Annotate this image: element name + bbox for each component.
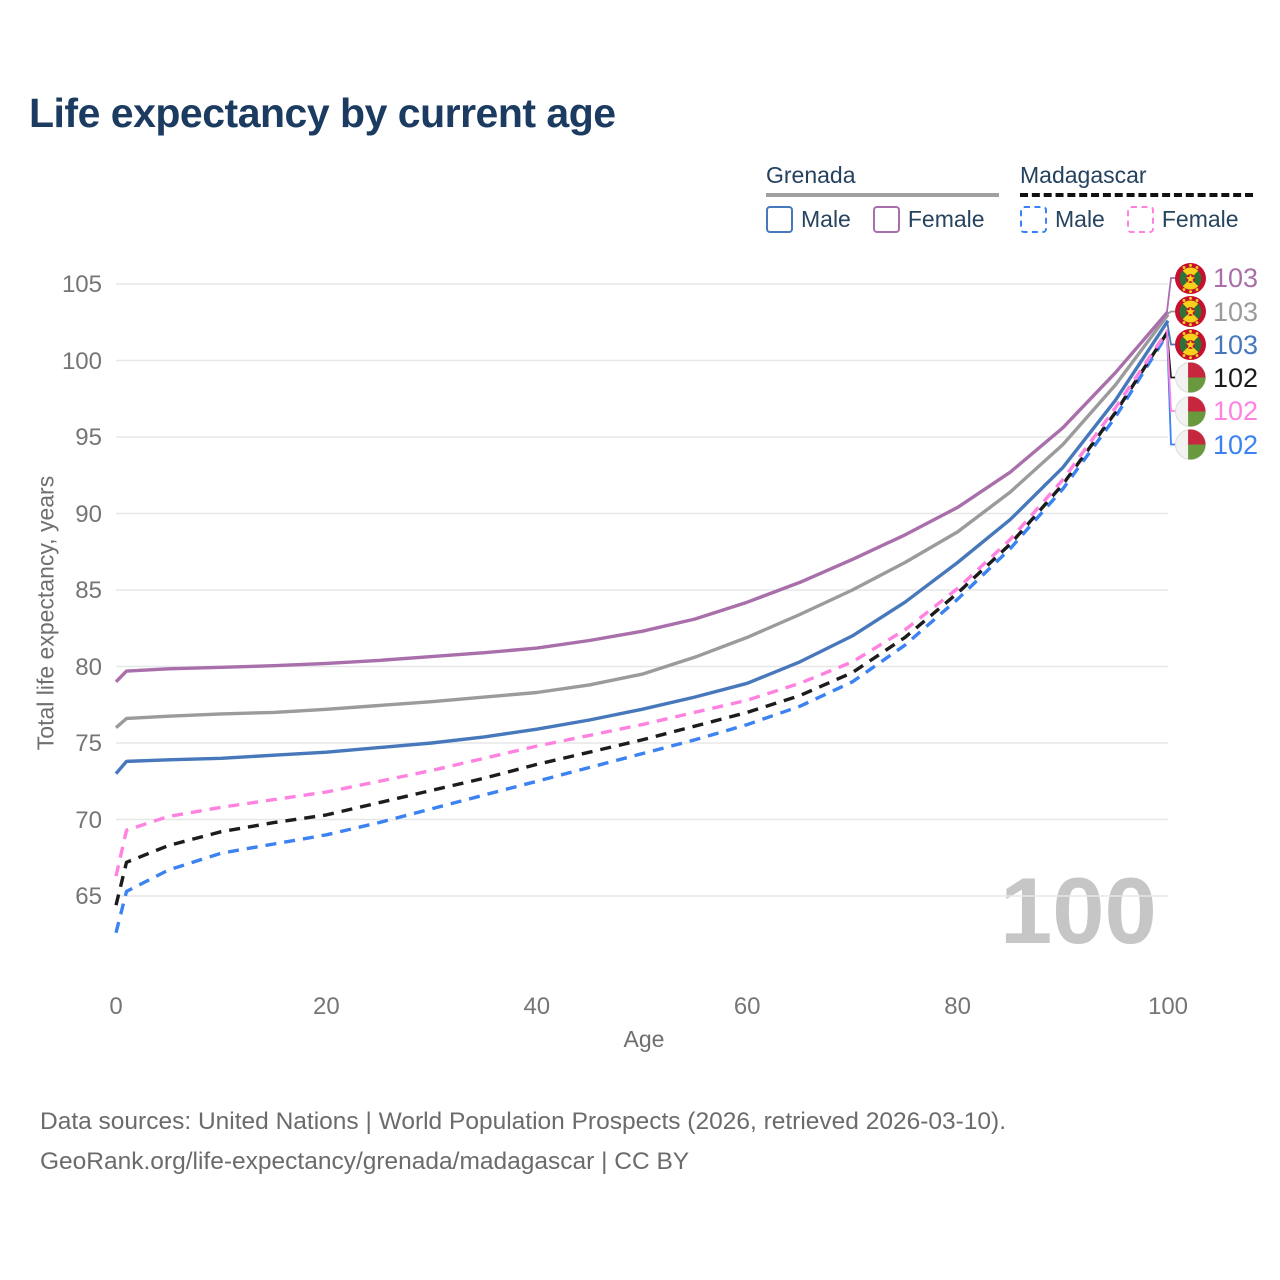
legend-label-grenada-male[interactable]: Male [801,206,851,232]
leader-line-grenada-total [1166,310,1175,316]
leader-line-madagascar-female [1166,329,1175,412]
leader-line-grenada-male [1166,320,1175,346]
y-tick-65: 65 [75,883,102,910]
legend-label-madagascar-female[interactable]: Female [1161,206,1239,232]
end-label-madagascar-total: 102 [1175,362,1258,394]
madagascar-dashed-line-swatch [1020,193,1253,197]
end-value: 102 [1213,429,1259,460]
y-tick-70: 70 [75,806,102,834]
y-tick-95: 95 [75,424,102,451]
grenada-male-swatch[interactable] [766,206,793,233]
y-tick-90: 90 [75,500,102,528]
series-line-madagascar-female [114,328,1170,877]
end-value: 102 [1213,362,1259,393]
leader-line-grenada-female [1166,277,1175,312]
series-line-grenada-male [114,319,1170,775]
end-label-grenada-male: 103 [1175,329,1258,361]
end-value: 103 [1213,296,1259,327]
legend-label-grenada-female[interactable]: Female [907,206,985,232]
legend-label-madagascar-male[interactable]: Male [1055,206,1105,232]
legend-country-madagascar: Madagascar [1020,162,1147,188]
y-tick-105: 105 [61,271,102,298]
end-value: 102 [1213,396,1259,426]
legend-country-grenada: Grenada [766,162,856,188]
grenada-flag-icon [1175,296,1206,327]
madagascar-female-swatch[interactable] [1126,206,1154,233]
x-tick-60: 60 [733,993,761,1020]
age-frame-watermark: 100 [1000,858,1157,963]
madagascar-flag-icon [1175,395,1206,427]
end-label-madagascar-female: 102 [1175,395,1258,427]
series-line-grenada-female [114,310,1170,683]
end-label-madagascar-male: 102 [1175,429,1258,461]
y-tick-80: 80 [75,653,102,681]
footer-url: GeoRank.org/life-expectancy/grenada/mada… [40,1148,690,1175]
footer-sources: Data sources: United Nations | World Pop… [40,1108,1007,1135]
legend-group-grenada: Grenada Male Female [766,162,999,233]
x-tick-20: 20 [313,993,340,1020]
grenada-flag-icon [1175,262,1206,294]
end-value: 103 [1213,263,1259,293]
x-tick-40: 40 [523,993,551,1020]
y-tick-75: 75 [75,730,102,757]
series-line-grenada-total [114,313,1170,729]
grenada-solid-line-swatch [766,193,999,197]
x-tick-100: 100 [1147,993,1189,1020]
madagascar-flag-icon [1175,429,1206,460]
grenada-flag-icon [1175,329,1206,360]
legend-group-madagascar: Madagascar Male Female [1020,162,1253,233]
x-tick-0: 0 [109,993,123,1020]
x-axis-title: Age [623,1026,665,1052]
end-value: 103 [1213,329,1259,360]
madagascar-male-swatch[interactable] [1020,206,1047,233]
madagascar-flag-icon [1175,362,1206,393]
grenada-female-swatch[interactable] [872,206,900,233]
end-label-grenada-female: 103 [1175,262,1258,294]
end-label-grenada-total: 103 [1175,296,1258,328]
series-line-madagascar-male [114,332,1170,934]
page-title: Life expectancy by current age [29,90,616,136]
y-tick-85: 85 [75,577,102,604]
y-tick-100: 100 [61,347,102,375]
x-tick-80: 80 [944,993,971,1020]
